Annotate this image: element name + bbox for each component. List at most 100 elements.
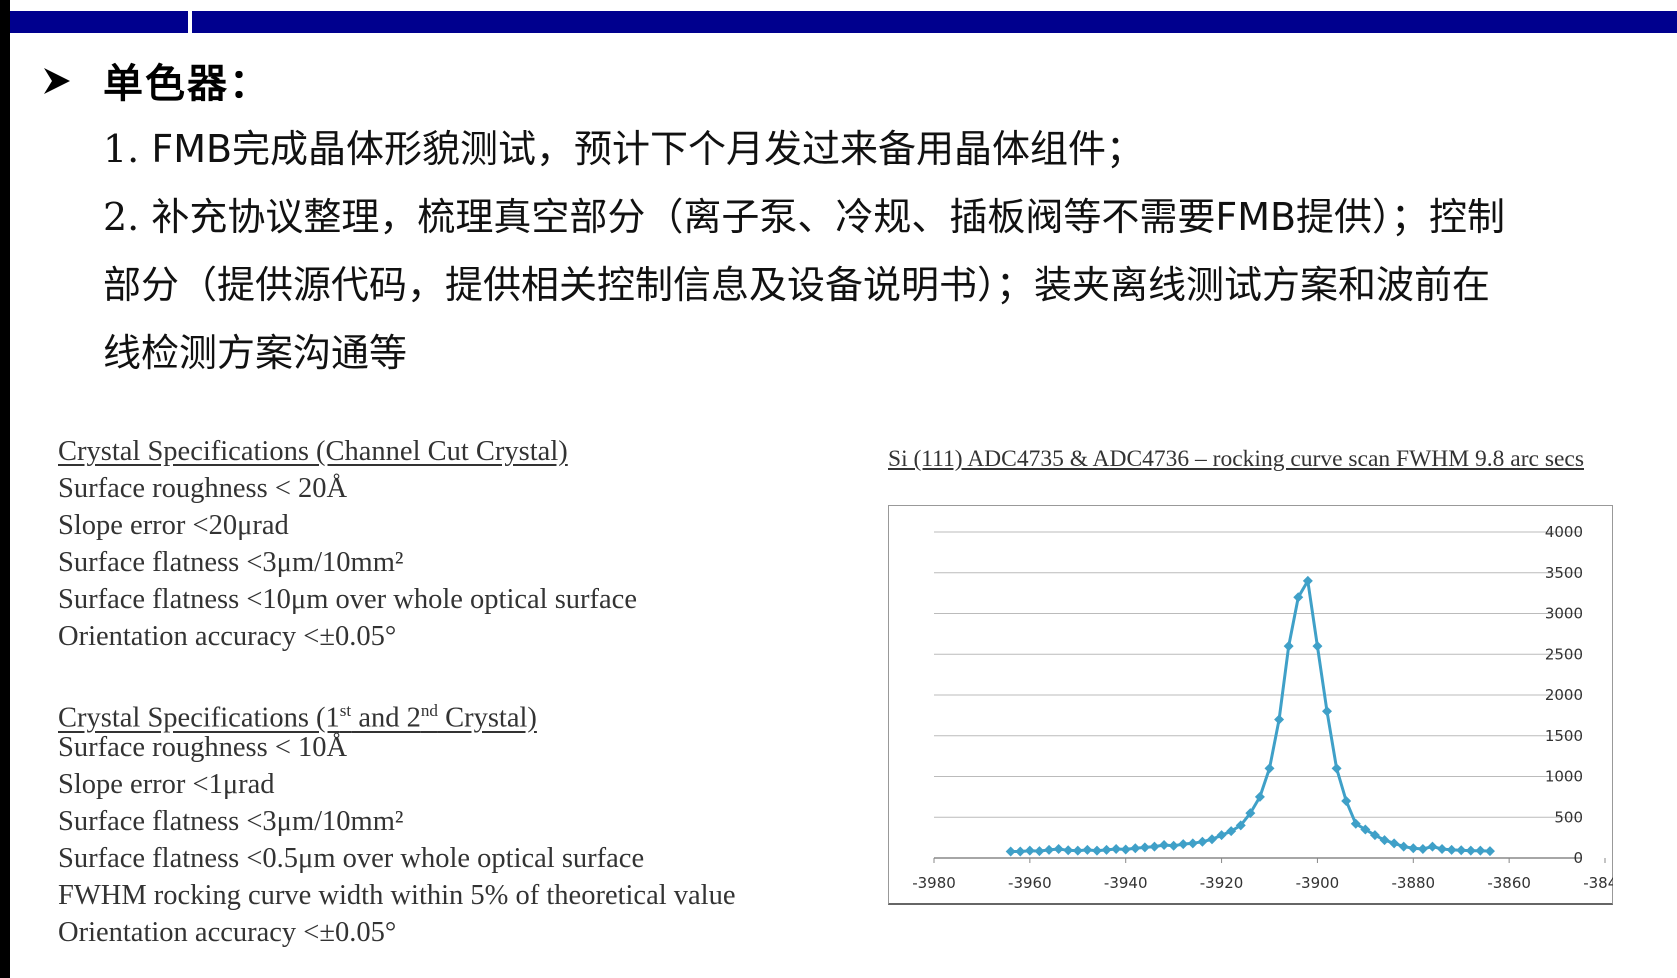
y-tick-label: 4000 xyxy=(1545,523,1583,541)
spec-group-2-line-1: Surface roughness < 10Å xyxy=(58,732,348,763)
spec-group-2-line-3: Surface flatness <3μm/10mm² xyxy=(58,806,404,837)
data-point xyxy=(1302,575,1313,586)
data-point xyxy=(1274,714,1285,725)
data-point xyxy=(1484,846,1495,857)
data-point xyxy=(1456,845,1467,856)
y-tick-label: 2000 xyxy=(1545,686,1583,704)
spec-group-1-line-1: Surface roughness < 20Å xyxy=(58,473,348,504)
spec-group-1-line-5: Orientation accuracy <±0.05° xyxy=(58,621,397,652)
spec-title-part: and 2 xyxy=(351,702,421,734)
x-tick-label: -3980 xyxy=(912,874,956,892)
list-item-text: 补充协议整理，梳理真空部分（离子泵、冷规、插板阀等不需要FMB提供）；控制 xyxy=(139,195,1506,239)
data-point xyxy=(1206,834,1217,845)
top-bar-right-segment xyxy=(192,11,1677,33)
y-tick-label: 1000 xyxy=(1545,768,1583,786)
data-point xyxy=(1245,808,1256,819)
spec-group-2-line-2: Slope error <1μrad xyxy=(58,769,275,800)
data-point xyxy=(1168,840,1179,851)
spec-group-1-title: Crystal Specifications (Channel Cut Crys… xyxy=(58,436,568,467)
left-edge-bar xyxy=(0,0,10,978)
data-point xyxy=(1072,845,1083,856)
list-item-text: FMB完成晶体形貌测试，预计下个月发过来备用晶体组件； xyxy=(139,127,1145,171)
data-point xyxy=(1341,795,1352,806)
data-point xyxy=(1091,845,1102,856)
y-tick-label: 0 xyxy=(1573,849,1583,867)
page-heading: 单色器： xyxy=(103,61,271,107)
data-point xyxy=(1264,763,1275,774)
data-point xyxy=(1465,845,1476,856)
arrow-bullet-icon xyxy=(44,68,70,94)
data-point xyxy=(1331,763,1342,774)
data-point xyxy=(1437,844,1448,855)
top-bar-left-segment xyxy=(10,11,188,33)
data-point xyxy=(1178,839,1189,850)
spec-title-sup: st xyxy=(339,701,352,720)
data-point xyxy=(1369,830,1380,841)
data-point xyxy=(1044,844,1055,855)
data-point xyxy=(1159,839,1170,850)
data-point xyxy=(1360,824,1371,835)
x-tick-label: -3900 xyxy=(1296,874,1340,892)
data-point xyxy=(1216,830,1227,841)
data-point xyxy=(1446,844,1457,855)
x-tick-label: -3960 xyxy=(1008,874,1052,892)
data-point xyxy=(1197,836,1208,847)
x-tick-label: -3920 xyxy=(1200,874,1244,892)
data-point xyxy=(1187,838,1198,849)
list-item-2-cont-1: 部分（提供源代码，提供相关控制信息及设备说明书）；装夹离线测试方案和波前在 xyxy=(103,260,1490,310)
y-tick-label: 2500 xyxy=(1545,645,1583,663)
rocking-curve-chart: 0 500 1000 1500 2000 2500 3000 3500 4000 -3980 -39… xyxy=(912,523,1613,892)
spec-group-2-line-6: Orientation accuracy <±0.05° xyxy=(58,917,397,948)
spec-group-2-title: Crystal Specifications (1st and 2nd Crys… xyxy=(58,692,537,737)
data-point xyxy=(1024,845,1035,856)
spec-title-part: Crystal Specifications (1 xyxy=(58,702,340,734)
chart-title: Si (111) ADC4735 & ADC4736 – rocking cur… xyxy=(888,446,1584,472)
data-point xyxy=(1082,844,1093,855)
list-item-2: 2. 补充协议整理，梳理真空部分（离子泵、冷规、插板阀等不需要FMB提供）；控制 xyxy=(103,192,1505,242)
data-point xyxy=(1149,841,1160,852)
data-point xyxy=(1063,845,1074,856)
data-point xyxy=(1379,835,1390,846)
data-point xyxy=(1005,846,1016,857)
data-point xyxy=(1226,826,1237,837)
list-item-text: 线检测方案沟通等 xyxy=(103,331,408,375)
data-point xyxy=(1139,842,1150,853)
chart-frame xyxy=(888,505,1613,905)
spec-group-2-line-5: FWHM rocking curve width within 5% of th… xyxy=(58,880,736,911)
data-point xyxy=(1111,844,1122,855)
data-point xyxy=(1389,838,1400,849)
list-item-text: 部分（提供源代码，提供相关控制信息及设备说明书）；装夹离线测试方案和波前在 xyxy=(103,263,1491,307)
data-point xyxy=(1398,841,1409,852)
spec-title-sup: nd xyxy=(420,701,438,720)
data-point xyxy=(1235,820,1246,831)
x-tick-label: -3880 xyxy=(1391,874,1435,892)
data-point xyxy=(1408,843,1419,854)
list-item-number: 2. xyxy=(103,195,140,239)
list-item-2-cont-2: 线检测方案沟通等 xyxy=(103,328,407,378)
data-point xyxy=(1417,844,1428,855)
list-item-1: 1. FMB完成晶体形貌测试，预计下个月发过来备用晶体组件； xyxy=(103,124,1144,174)
data-point xyxy=(1101,844,1112,855)
y-tick-label: 3000 xyxy=(1545,605,1583,623)
y-tick-label: 500 xyxy=(1554,808,1583,826)
x-tick-label: -3860 xyxy=(1487,874,1531,892)
spec-group-1-line-4: Surface flatness <10μm over whole optica… xyxy=(58,584,637,615)
list-item-number: 1. xyxy=(103,127,140,171)
spec-group-1-line-2: Slope error <20μrad xyxy=(58,510,289,541)
data-point xyxy=(1120,844,1131,855)
data-point xyxy=(1283,641,1294,652)
x-tick-label: -3840 xyxy=(1583,874,1613,892)
data-point xyxy=(1015,846,1026,857)
spec-group-2-line-4: Surface flatness <0.5μm over whole optic… xyxy=(58,843,645,874)
data-point xyxy=(1293,592,1304,603)
spec-title-part: Crystal) xyxy=(437,702,537,734)
data-point xyxy=(1053,844,1064,855)
y-tick-label: 3500 xyxy=(1545,564,1583,582)
data-point xyxy=(1034,846,1045,857)
y-tick-label: 1500 xyxy=(1545,727,1583,745)
data-point xyxy=(1475,845,1486,856)
data-point xyxy=(1312,641,1323,652)
data-point xyxy=(1350,818,1361,829)
data-point xyxy=(1427,841,1438,852)
data-point xyxy=(1254,791,1265,802)
